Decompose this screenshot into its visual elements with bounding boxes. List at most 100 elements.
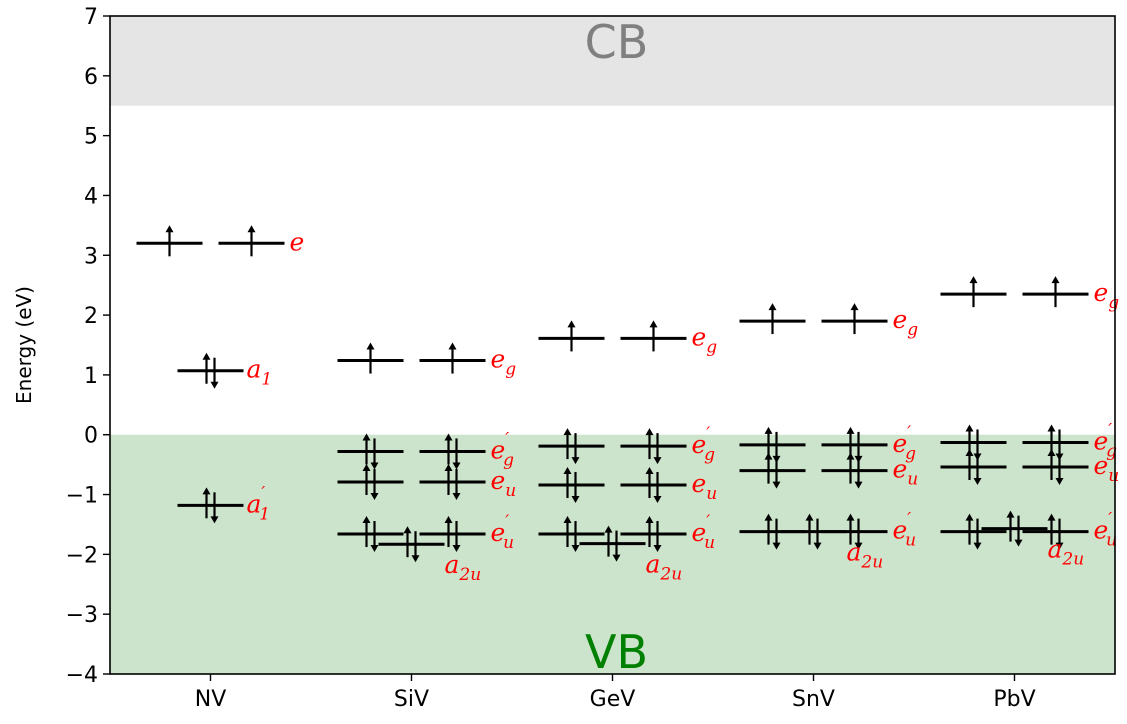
spin-up-arrow-head <box>1051 276 1060 284</box>
state-label: e′ g <box>692 424 716 465</box>
state-label-symbol: a <box>247 355 262 384</box>
state-label: a2u <box>445 550 482 585</box>
x-tick-label: PbV <box>993 687 1035 712</box>
spin-down-arrow-head <box>1055 542 1064 550</box>
level-pbv-20: eu <box>940 449 1120 486</box>
spin-down-arrow-head <box>973 478 982 486</box>
level-pbv-21: e′ u <box>940 510 1117 551</box>
level-siv-5: eu <box>337 463 517 501</box>
spin-up-arrow-head <box>247 225 256 233</box>
spin-up-arrow-head <box>362 463 371 471</box>
y-tick-label: 0 <box>84 424 98 449</box>
state-label-subscript: u <box>907 470 918 490</box>
level-siv-3: eg <box>337 342 516 380</box>
spin-down-arrow-head <box>452 492 461 500</box>
state-label-subscript: g <box>1108 293 1119 313</box>
state-label-symbol: e <box>692 430 707 459</box>
state-label-symbol: e <box>1094 451 1109 480</box>
state-label-subscript: 1 <box>259 504 270 524</box>
level-nv-0: e <box>136 225 304 257</box>
spin-down-arrow-head <box>772 542 781 550</box>
state-label-subscript: u <box>505 481 516 501</box>
spin-up-arrow-head <box>969 276 978 284</box>
y-tick-label: 6 <box>84 65 98 90</box>
spin-up-arrow-head <box>202 352 211 360</box>
state-label-symbol: a <box>247 489 262 518</box>
state-label-symbol: a <box>847 538 862 567</box>
state-label-symbol: e <box>491 466 506 495</box>
level-snv-17: a2u <box>780 513 883 573</box>
state-label-symbol: e <box>1094 278 1109 307</box>
spin-down-arrow-head <box>370 545 379 553</box>
band-regions: CB VB <box>110 15 1115 679</box>
spin-up-arrow-head <box>165 225 174 233</box>
spin-up-arrow-head <box>764 513 773 521</box>
spin-up-arrow-head <box>764 452 773 460</box>
state-label: e′ g <box>491 429 515 470</box>
level-gev-12: a2u <box>579 525 683 585</box>
spin-up-arrow-head <box>846 426 855 434</box>
state-label-symbol: e <box>692 322 707 351</box>
state-label: e′ g <box>893 423 917 464</box>
state-label: a2u <box>1048 535 1085 570</box>
state-label: a2u <box>646 550 683 585</box>
spin-up-arrow-head <box>649 320 658 328</box>
spin-down-arrow-head <box>571 495 580 503</box>
state-label-symbol: e <box>491 345 506 374</box>
spin-down-arrow-head <box>452 545 461 553</box>
spin-up-arrow-head <box>448 342 457 350</box>
state-label-symbol: a <box>1048 535 1063 564</box>
spin-up-arrow-head <box>202 487 211 495</box>
spin-up-arrow-head <box>567 320 576 328</box>
spin-up-arrow-head <box>1047 424 1056 432</box>
state-label: eu <box>692 469 718 504</box>
state-label-subscript: g <box>503 450 514 470</box>
y-tick-label: −1 <box>66 484 98 509</box>
state-label-subscript: u <box>1106 531 1117 551</box>
state-label: e′ g <box>1094 421 1118 462</box>
state-label: eu <box>491 466 517 501</box>
spin-up-arrow-head <box>965 449 974 457</box>
state-label-symbol: a <box>445 550 460 579</box>
state-label-symbol: e <box>692 469 707 498</box>
state-label-subscript: 2u <box>659 565 682 585</box>
level-nv-1: a1 <box>177 352 272 390</box>
spin-down-arrow-head <box>452 462 461 470</box>
x-tick-label: GeV <box>590 687 636 712</box>
level-snv-14: e′ g <box>739 423 917 464</box>
spin-up-arrow-head <box>846 513 855 521</box>
y-tick-label: −2 <box>66 543 98 568</box>
level-siv-7: a2u <box>378 526 482 585</box>
state-label-subscript: u <box>706 484 717 504</box>
state-label-prime: ′ <box>706 424 710 444</box>
spin-down-arrow-head <box>1055 478 1064 486</box>
state-label-symbol: e <box>893 455 908 484</box>
band-vb <box>110 434 1115 674</box>
band-cb <box>110 16 1115 106</box>
state-label-prime: ′ <box>261 483 265 503</box>
spin-up-arrow-head <box>444 433 453 441</box>
level-gev-10: eu <box>538 466 718 504</box>
state-label-subscript: 1 <box>261 370 272 390</box>
spin-up-arrow-head <box>563 466 572 474</box>
spin-down-arrow-head <box>210 381 219 389</box>
band-label-cb: CB <box>585 15 649 69</box>
state-label: eu <box>1094 451 1120 486</box>
level-nv-2: a′ 1 <box>177 483 270 524</box>
state-label-subscript: g <box>706 337 717 357</box>
spin-up-arrow-head <box>1047 449 1056 457</box>
level-gev-8: eg <box>538 320 717 357</box>
spin-down-arrow-head <box>210 516 219 524</box>
state-label-prime: ′ <box>1108 421 1112 441</box>
state-label-subscript: g <box>505 360 516 380</box>
spin-up-arrow-head <box>764 426 773 434</box>
spin-down-arrow-head <box>653 495 662 503</box>
state-label-prime: ′ <box>907 423 911 443</box>
spin-down-arrow-head <box>772 481 781 489</box>
spin-down-arrow-head <box>370 492 379 500</box>
x-tick-label: SiV <box>394 687 429 712</box>
state-label-prime: ′ <box>1108 510 1112 530</box>
spin-down-arrow-head <box>813 542 822 550</box>
level-snv-15: eu <box>739 452 918 490</box>
